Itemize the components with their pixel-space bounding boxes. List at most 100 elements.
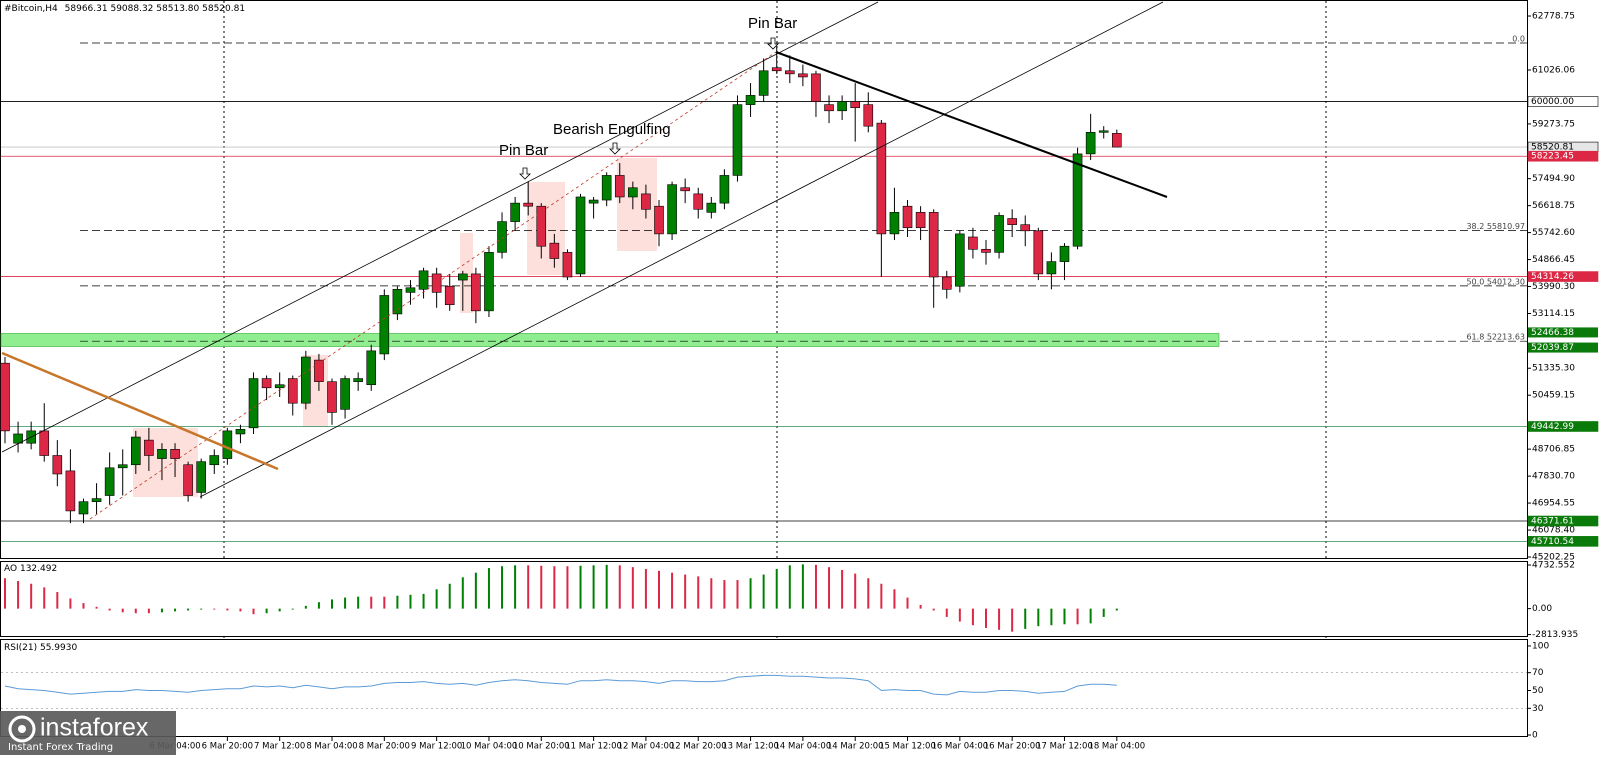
candle-body [144, 439, 154, 456]
ao-bar [592, 565, 595, 609]
candle-body [379, 295, 390, 355]
fib-label: 0.0 [1512, 35, 1525, 44]
candle-body [248, 378, 259, 429]
candle-body [902, 205, 913, 229]
ao-bar [344, 597, 347, 609]
highlight-box [617, 158, 657, 251]
ao-bar [370, 596, 373, 609]
candle-body [745, 95, 756, 105]
candle-body [693, 193, 704, 210]
price-label-box [1528, 342, 1598, 353]
candle-body [457, 273, 468, 281]
trend-line [1, 351, 279, 471]
rsi-panel: RSI(21) 55.9930 100 70 50 30 0 [0, 639, 1549, 741]
x-tick-label: 8 Mar 20:00 [359, 742, 410, 752]
overlays: 62778.75 61026.06 59273.75 57494.90 56618.75… [0, 12, 1599, 563]
ohlc-value: 58520.81 [202, 4, 245, 14]
candle-body [1059, 245, 1070, 262]
ao-bar [710, 578, 713, 609]
ao-bar [566, 566, 569, 609]
ao-bar [435, 589, 438, 609]
annotation: Bearish Engulfing [553, 121, 671, 138]
candle-body [601, 175, 612, 201]
candle-body [562, 252, 573, 278]
ao-bar [958, 608, 961, 622]
y-tick-label: 50459.15 [1532, 391, 1575, 401]
ao-bar [998, 608, 1001, 630]
y-tick-label: 30 [1532, 704, 1544, 714]
candles [0, 46, 1122, 524]
y-tick-label: 56618.75 [1532, 201, 1575, 211]
ao-bar [134, 608, 137, 614]
x-tick-label: 17 Mar 12:00 [1036, 742, 1093, 752]
ao-bar [1076, 608, 1079, 625]
y-tick-label: 0.00 [1532, 604, 1552, 614]
candle-body [1046, 261, 1057, 275]
price-label: 45710.54 [1531, 537, 1574, 547]
x-tick-label: 8 Mar 04:00 [306, 742, 357, 752]
ao-bar [409, 594, 412, 609]
y-tick-label: 59273.75 [1532, 119, 1575, 129]
candle-body [706, 202, 717, 213]
candle-body [131, 436, 141, 466]
candle-body [771, 67, 782, 72]
candle-body [353, 378, 363, 382]
ao-bar [828, 567, 831, 609]
price-label: 52039.87 [1531, 343, 1574, 353]
price-label: 58520.81 [1531, 143, 1574, 153]
price-label: 49442.99 [1531, 422, 1574, 432]
ao-bar [684, 574, 687, 609]
candle-body [784, 70, 795, 75]
ao-bar [801, 564, 804, 609]
ao-bar [474, 572, 477, 609]
candle-body [994, 215, 1004, 253]
x-tick-label: 12 Mar 20:00 [670, 742, 727, 752]
y-tick-label: 47830.70 [1532, 472, 1575, 482]
drawings: Pin Bar Bearish Engulfing Pin Bar #Bitco… [1, 1, 1168, 520]
candle-body [327, 381, 337, 413]
candle-body [117, 464, 128, 469]
x-tick-label: 10 Mar 04:00 [461, 742, 518, 752]
channel-line [199, 1, 1164, 498]
x-tick-label: 14 Mar 20:00 [827, 742, 884, 752]
ao-bar [814, 564, 817, 609]
candle-body [405, 287, 416, 293]
candle-body [340, 378, 350, 410]
candle-body [798, 73, 808, 78]
ao-bar [893, 589, 896, 609]
candle-body [510, 202, 520, 222]
candle-body [52, 455, 63, 475]
x-tick-label: 11 Mar 12:00 [565, 742, 622, 752]
ao-bar [160, 608, 163, 613]
arrow-marker [519, 167, 531, 180]
ao-bar [644, 569, 647, 609]
ao-bar [919, 604, 922, 609]
ao-bar [527, 565, 530, 609]
candle-body [366, 350, 377, 386]
ao-bar [985, 608, 987, 628]
candle-body [287, 378, 298, 404]
ao-bar [906, 597, 909, 609]
x-tick-label: 12 Mar 04:00 [618, 742, 675, 752]
ao-bar [95, 606, 98, 609]
ao-bar [252, 608, 255, 615]
candle-body [444, 285, 455, 305]
ao-bar [1102, 608, 1105, 617]
price-label-box [1527, 421, 1599, 432]
ao-bar [971, 608, 974, 626]
ao-bar [147, 608, 150, 614]
ao-bar [187, 608, 190, 611]
x-tick-label: 10 Mar 20:00 [513, 742, 570, 752]
candle-body [301, 356, 311, 404]
y-tick-label: 48706.85 [1532, 445, 1575, 455]
candle-body [91, 498, 102, 502]
candle-body [484, 252, 494, 312]
candle-body [39, 430, 50, 456]
ao-bar [788, 565, 791, 609]
candle-body [549, 242, 560, 259]
candle-body [641, 193, 651, 210]
x-tick-label: 14 Mar 04:00 [774, 742, 831, 752]
ao-bar [553, 566, 556, 609]
ao-bar [723, 580, 726, 609]
